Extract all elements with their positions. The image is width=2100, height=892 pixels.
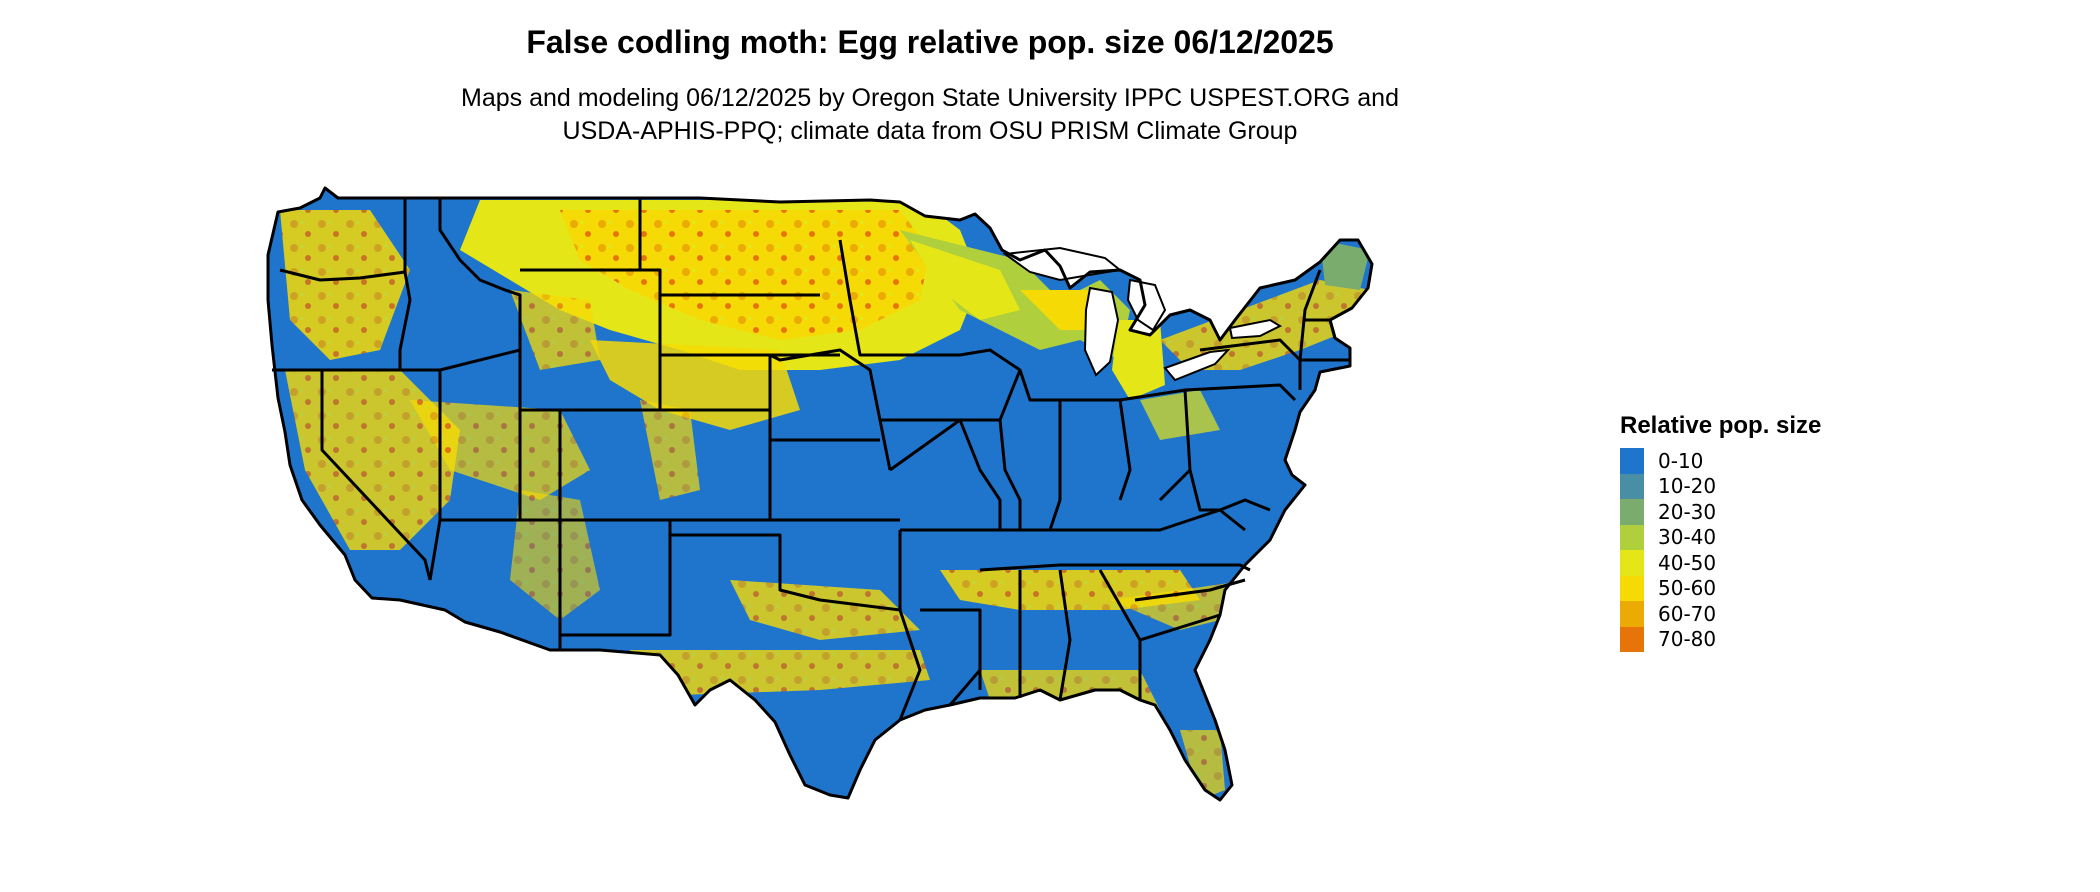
legend-item: 60-70 <box>1620 601 1821 627</box>
legend-swatch <box>1620 575 1644 601</box>
lake-erie <box>1163 348 1231 382</box>
legend-item: 30-40 <box>1620 524 1821 550</box>
legend-item: 20-30 <box>1620 499 1821 525</box>
legend-swatch <box>1620 550 1644 576</box>
legend-label: 60-70 <box>1658 601 1717 626</box>
legend-swatch <box>1620 473 1644 499</box>
subtitle-line-1: Maps and modeling 06/12/2025 by Oregon S… <box>461 84 1399 112</box>
us-map <box>266 186 1374 802</box>
legend-label: 40-50 <box>1658 550 1717 575</box>
legend: Relative pop. size 0-10 10-20 20-30 30-40 40… <box>1620 412 1821 652</box>
legend-item: 50-60 <box>1620 575 1821 601</box>
legend-label: 30-40 <box>1658 525 1717 550</box>
legend-item: 70-80 <box>1620 626 1821 652</box>
legend-swatch <box>1620 524 1644 550</box>
legend-item: 10-20 <box>1620 473 1821 499</box>
subtitle-line-2: USDA-APHIS-PPQ; climate data from OSU PR… <box>562 117 1298 145</box>
legend-items: 0-10 10-20 20-30 30-40 40-50 50-60 60-70 70-80 <box>1620 448 1821 652</box>
map-title: False codling moth: Egg relative pop. si… <box>526 24 1334 60</box>
legend-label: 20-30 <box>1658 499 1717 524</box>
legend-swatch <box>1620 448 1644 474</box>
legend-item: 40-50 <box>1620 550 1821 576</box>
legend-label: 50-60 <box>1658 576 1717 601</box>
legend-swatch <box>1620 626 1644 652</box>
legend-label: 70-80 <box>1658 627 1717 652</box>
map-subtitle: Maps and modeling 06/12/2025 by Oregon S… <box>0 82 1860 148</box>
state-borders <box>266 186 1374 802</box>
legend-item: 0-10 <box>1620 448 1821 474</box>
lake-michigan <box>1083 286 1120 377</box>
legend-label: 0-10 <box>1658 448 1704 473</box>
legend-title: Relative pop. size <box>1620 412 1822 439</box>
lake-ontario <box>1228 318 1283 340</box>
legend-swatch <box>1620 499 1644 525</box>
legend-label: 10-20 <box>1658 474 1717 499</box>
legend-swatch <box>1620 601 1644 627</box>
